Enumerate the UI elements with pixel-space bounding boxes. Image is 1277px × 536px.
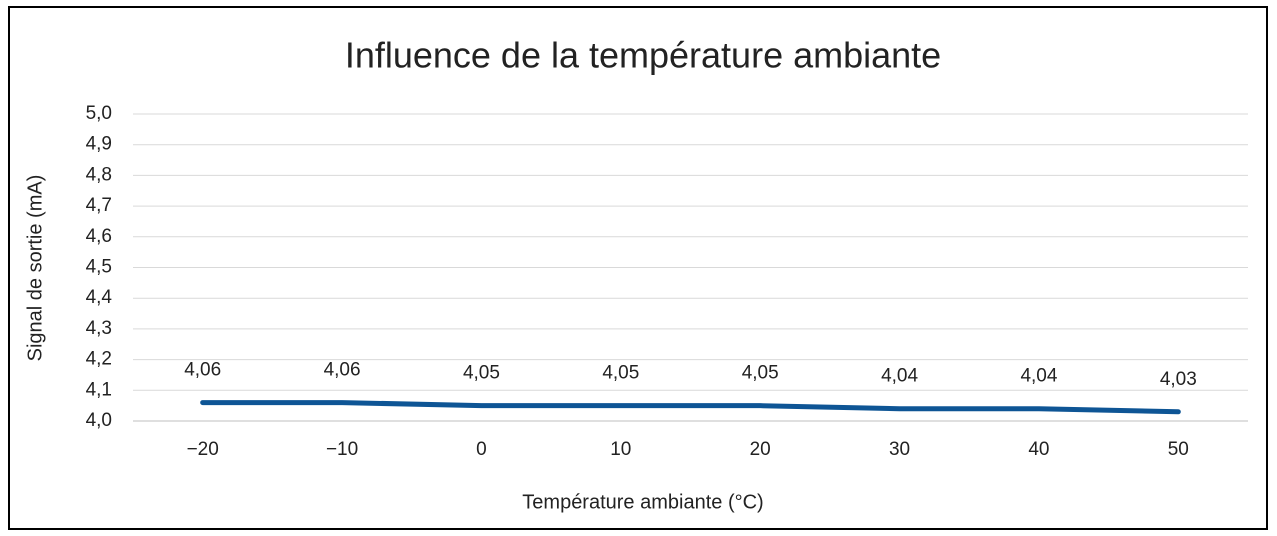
y-tick-label: 4,2 xyxy=(86,349,112,370)
y-tick-label: 4,5 xyxy=(86,257,112,278)
data-label: 4,03 xyxy=(1160,369,1197,390)
data-label: 4,06 xyxy=(184,360,221,381)
data-label: 4,06 xyxy=(324,360,361,381)
y-tick-label: 4,9 xyxy=(86,134,112,155)
y-tick-label: 4,8 xyxy=(86,164,112,185)
y-tick-label: 4,4 xyxy=(86,287,113,308)
y-tick-label: 4,7 xyxy=(86,195,112,216)
y-axis-label: Signal de sortie (mA) xyxy=(24,175,46,362)
data-line xyxy=(200,400,1181,415)
x-tick-label: 0 xyxy=(476,439,487,460)
data-label: 4,05 xyxy=(463,363,500,384)
x-tick-label: 20 xyxy=(750,439,771,460)
x-tick-label: 40 xyxy=(1028,439,1049,460)
y-tick-label: 5,0 xyxy=(86,103,112,124)
x-axis-label: Température ambiante (°C) xyxy=(522,491,763,513)
x-tick-label: 30 xyxy=(889,439,910,460)
y-tick-label: 4,3 xyxy=(86,318,112,339)
y-tick-label: 4,1 xyxy=(86,379,112,400)
y-tick-label: 4,6 xyxy=(86,226,112,247)
data-label: 4,04 xyxy=(881,366,918,387)
x-tick-label: 10 xyxy=(610,439,631,460)
data-label: 4,04 xyxy=(1020,366,1057,387)
data-label: 4,05 xyxy=(742,363,779,384)
x-tick-label: −10 xyxy=(326,439,358,460)
x-tick-label: −20 xyxy=(187,439,219,460)
chart-title: Influence de la température ambiante xyxy=(345,35,941,76)
data-label: 4,05 xyxy=(602,363,639,384)
y-tick-label: 4,0 xyxy=(86,410,112,431)
x-tick-label: 50 xyxy=(1168,439,1189,460)
